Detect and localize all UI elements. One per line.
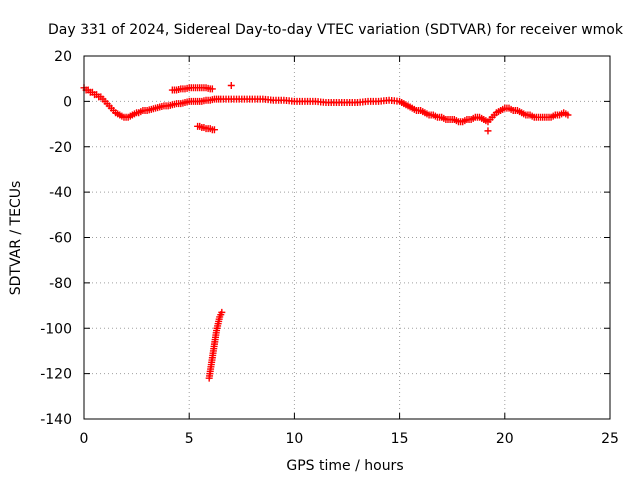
data-point bbox=[210, 126, 218, 134]
y-tick-label: -40 bbox=[49, 185, 72, 201]
data-point bbox=[227, 81, 235, 89]
data-point-fill bbox=[406, 103, 414, 111]
data-point-fill bbox=[469, 114, 477, 122]
data-point-fill bbox=[214, 320, 222, 328]
data-layer bbox=[80, 81, 572, 382]
tick-layer bbox=[83, 55, 611, 420]
data-point-fill bbox=[427, 111, 435, 119]
data-point-fill bbox=[465, 116, 473, 124]
label-layer: 0 5 10 15 20 25 -140 -120 -100 -80 -60 -40 -20 0 20 bbox=[40, 49, 619, 447]
data-point-fill bbox=[166, 101, 174, 109]
data-point-fill bbox=[511, 106, 519, 114]
data-point-fill bbox=[549, 112, 557, 120]
data-point-fill bbox=[486, 116, 494, 124]
data-point-fill bbox=[419, 108, 427, 116]
data-point-fill bbox=[431, 112, 439, 120]
data-point-fill bbox=[179, 99, 187, 107]
data-point-fill bbox=[215, 315, 223, 323]
x-tick-label: 10 bbox=[285, 431, 303, 447]
data-point-fill bbox=[415, 106, 423, 114]
data-point-fill bbox=[209, 349, 217, 357]
data-point-fill bbox=[208, 356, 216, 364]
data-point-fill bbox=[452, 117, 460, 125]
data-point-fill bbox=[490, 111, 498, 119]
data-point-fill bbox=[423, 110, 431, 118]
grid-layer bbox=[84, 56, 610, 419]
data-point-fill bbox=[494, 108, 502, 116]
data-point-fill bbox=[448, 116, 456, 124]
data-point-fill bbox=[503, 104, 511, 112]
plot-frame bbox=[83, 55, 611, 420]
x-tick-label: 25 bbox=[601, 431, 619, 447]
series-0 bbox=[80, 84, 572, 126]
data-point-fill bbox=[149, 105, 157, 113]
data-point-fill bbox=[204, 84, 212, 92]
data-point bbox=[484, 127, 492, 135]
data-point-fill bbox=[528, 112, 536, 120]
data-point-fill bbox=[402, 101, 410, 109]
data-point-fill bbox=[520, 110, 528, 118]
y-tick-label: -120 bbox=[40, 367, 72, 383]
x-tick-label: 0 bbox=[80, 431, 89, 447]
data-point-fill bbox=[478, 114, 486, 122]
data-point-fill bbox=[524, 111, 532, 119]
data-point-fill bbox=[145, 106, 153, 114]
x-tick-label: 15 bbox=[391, 431, 409, 447]
data-point-fill bbox=[440, 114, 448, 122]
x-axis-label: GPS time / hours bbox=[286, 458, 403, 474]
data-point-fill bbox=[499, 105, 507, 113]
x-tick-label: 5 bbox=[185, 431, 194, 447]
y-axis-label: SDTVAR / TECUs bbox=[8, 181, 24, 296]
data-point bbox=[218, 308, 226, 316]
y-tick-label: 0 bbox=[63, 94, 72, 110]
y-tick-label: -80 bbox=[49, 276, 72, 292]
data-point-fill bbox=[461, 117, 469, 125]
series-1 bbox=[168, 84, 216, 94]
data-point-fill bbox=[398, 99, 406, 107]
data-point-fill bbox=[457, 118, 465, 126]
series-5 bbox=[205, 308, 226, 382]
y-tick-label: 20 bbox=[54, 49, 72, 65]
data-point-fill bbox=[473, 113, 481, 121]
data-point-fill bbox=[410, 105, 418, 113]
data-point-fill bbox=[436, 113, 444, 121]
series-2 bbox=[227, 81, 235, 89]
data-point-fill bbox=[212, 329, 220, 337]
y-tick-label: -140 bbox=[40, 412, 72, 428]
data-point-fill bbox=[393, 97, 401, 105]
data-point-fill bbox=[207, 363, 215, 371]
chart-title: Day 331 of 2024, Sidereal Day-to-day VTE… bbox=[48, 22, 624, 38]
data-point-fill bbox=[482, 117, 490, 125]
y-tick-label: -60 bbox=[49, 231, 72, 247]
data-point-fill bbox=[545, 113, 553, 121]
x-tick-label: 20 bbox=[496, 431, 514, 447]
data-point-fill bbox=[154, 104, 162, 112]
data-point-fill bbox=[210, 342, 218, 350]
data-point-fill bbox=[206, 370, 214, 378]
data-point-fill bbox=[562, 110, 570, 118]
data-point-fill bbox=[553, 111, 561, 119]
series-3 bbox=[194, 122, 218, 134]
y-tick-label: -100 bbox=[40, 321, 72, 337]
y-tick-label: -20 bbox=[49, 140, 72, 156]
data-point-fill bbox=[516, 108, 524, 116]
data-point-fill bbox=[507, 105, 515, 113]
data-point-fill bbox=[211, 336, 219, 344]
series-4 bbox=[484, 127, 492, 135]
data-point-fill bbox=[213, 324, 221, 332]
